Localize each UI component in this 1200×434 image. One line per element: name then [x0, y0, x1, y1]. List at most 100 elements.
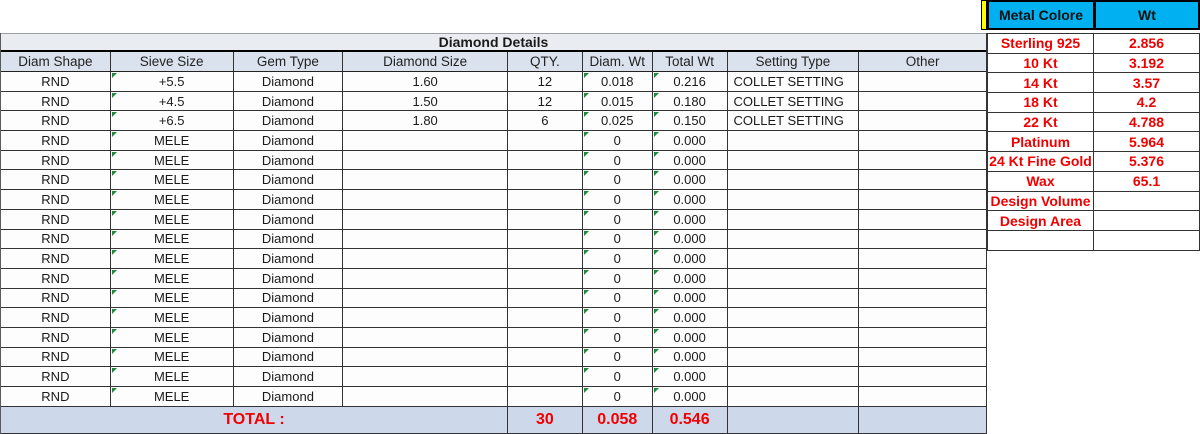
- metal-name-cell[interactable]: Platinum: [987, 132, 1094, 152]
- cell[interactable]: 0.018: [583, 72, 653, 91]
- cell[interactable]: 0.000: [653, 209, 728, 229]
- cell[interactable]: RND: [1, 249, 111, 268]
- cell[interactable]: 6: [508, 111, 583, 131]
- cell[interactable]: Diamond: [234, 229, 344, 249]
- cell[interactable]: [343, 190, 508, 209]
- cell[interactable]: 0.000: [653, 268, 728, 288]
- cell[interactable]: [343, 229, 508, 249]
- cell[interactable]: +6.5: [111, 111, 234, 131]
- cell[interactable]: MELE: [111, 131, 234, 150]
- metal-name-cell[interactable]: 24 Kt Fine Gold: [987, 152, 1094, 171]
- cell[interactable]: MELE: [111, 229, 234, 249]
- total-qty-cell[interactable]: 30: [508, 406, 583, 433]
- cell[interactable]: Diamond: [234, 91, 344, 111]
- cell[interactable]: 0.000: [653, 229, 728, 249]
- cell[interactable]: [728, 131, 860, 150]
- cell[interactable]: 0.000: [653, 308, 728, 327]
- column-header-diamond-size[interactable]: Diamond Size: [343, 52, 508, 71]
- cell[interactable]: [859, 249, 986, 268]
- cell[interactable]: Diamond: [234, 170, 344, 190]
- cell[interactable]: 12: [508, 91, 583, 111]
- cell[interactable]: [859, 92, 986, 111]
- cell[interactable]: [859, 190, 986, 209]
- cell[interactable]: [508, 131, 583, 150]
- cell[interactable]: COLLET SETTING: [728, 72, 860, 91]
- cell[interactable]: 0: [583, 209, 653, 229]
- cell[interactable]: [728, 387, 860, 406]
- cell[interactable]: 0.000: [653, 249, 728, 268]
- cell[interactable]: 0: [583, 367, 653, 386]
- cell[interactable]: [508, 249, 583, 268]
- metal-wt-cell[interactable]: 3.57: [1094, 73, 1200, 93]
- metal-name-cell[interactable]: Sterling 925: [987, 34, 1094, 53]
- cell[interactable]: MELE: [111, 268, 234, 288]
- cell[interactable]: [508, 367, 583, 386]
- cell[interactable]: [343, 131, 508, 150]
- cell[interactable]: 0: [583, 170, 653, 190]
- cell[interactable]: [728, 209, 860, 229]
- cell[interactable]: [859, 289, 986, 308]
- metal-wt-cell[interactable]: 5.376: [1094, 152, 1200, 171]
- cell[interactable]: 0.025: [583, 111, 653, 131]
- metal-wt-cell[interactable]: [1094, 191, 1200, 211]
- cell[interactable]: 0: [583, 150, 653, 170]
- cell[interactable]: MELE: [111, 347, 234, 367]
- cell[interactable]: [859, 387, 986, 406]
- column-header-setting-type[interactable]: Setting Type: [728, 52, 860, 71]
- total-other-cell[interactable]: [859, 407, 986, 433]
- cell[interactable]: [859, 367, 986, 386]
- cell[interactable]: +4.5: [111, 91, 234, 111]
- cell[interactable]: [343, 347, 508, 367]
- cell[interactable]: [728, 367, 860, 386]
- metal-wt-cell[interactable]: 65.1: [1094, 171, 1200, 191]
- cell[interactable]: [508, 190, 583, 209]
- cell[interactable]: [508, 170, 583, 190]
- cell[interactable]: [859, 170, 986, 189]
- cell[interactable]: 0.000: [653, 131, 728, 150]
- total-setting-cell[interactable]: [728, 406, 860, 433]
- cell[interactable]: MELE: [111, 327, 234, 347]
- metal-name-cell[interactable]: Design Volume: [987, 191, 1094, 211]
- cell[interactable]: Diamond: [234, 249, 344, 268]
- cell[interactable]: Diamond: [234, 387, 344, 406]
- cell[interactable]: 1.80: [343, 111, 508, 131]
- column-header-sieve-size[interactable]: Sieve Size: [111, 52, 234, 71]
- cell[interactable]: [343, 150, 508, 170]
- metal-name-cell[interactable]: 22 Kt: [987, 112, 1094, 132]
- cell[interactable]: [508, 347, 583, 367]
- cell[interactable]: 0.150: [653, 111, 728, 131]
- cell[interactable]: 1.50: [343, 91, 508, 111]
- cell[interactable]: [728, 327, 860, 347]
- cell[interactable]: RND: [1, 229, 111, 249]
- cell[interactable]: [859, 269, 986, 288]
- cell[interactable]: Diamond: [234, 190, 344, 209]
- cell[interactable]: RND: [1, 347, 111, 367]
- cell[interactable]: [728, 170, 860, 190]
- total-label-cell[interactable]: TOTAL :: [1, 406, 508, 433]
- cell[interactable]: [343, 249, 508, 268]
- cell[interactable]: 0: [583, 131, 653, 150]
- cell[interactable]: Diamond: [234, 367, 344, 386]
- cell[interactable]: 1.60: [343, 72, 508, 91]
- cell[interactable]: RND: [1, 367, 111, 386]
- cell[interactable]: 0: [583, 327, 653, 347]
- cell[interactable]: Diamond: [234, 150, 344, 170]
- cell[interactable]: Diamond: [234, 111, 344, 131]
- cell[interactable]: 12: [508, 72, 583, 91]
- cell[interactable]: RND: [1, 288, 111, 308]
- cell[interactable]: [728, 190, 860, 209]
- cell[interactable]: RND: [1, 150, 111, 170]
- metal-name-cell[interactable]: [987, 230, 1094, 250]
- metal-name-cell[interactable]: Wax: [987, 171, 1094, 191]
- cell[interactable]: [859, 308, 986, 327]
- cell[interactable]: [508, 387, 583, 406]
- cell[interactable]: 0.000: [653, 150, 728, 170]
- cell[interactable]: [508, 209, 583, 229]
- cell[interactable]: [728, 268, 860, 288]
- wt-header-cell[interactable]: Wt: [1094, 0, 1200, 30]
- metal-name-cell[interactable]: 14 Kt: [987, 73, 1094, 93]
- metal-wt-cell[interactable]: [1094, 211, 1200, 230]
- cell[interactable]: MELE: [111, 249, 234, 268]
- cell[interactable]: 0.000: [653, 170, 728, 190]
- cell[interactable]: [508, 327, 583, 347]
